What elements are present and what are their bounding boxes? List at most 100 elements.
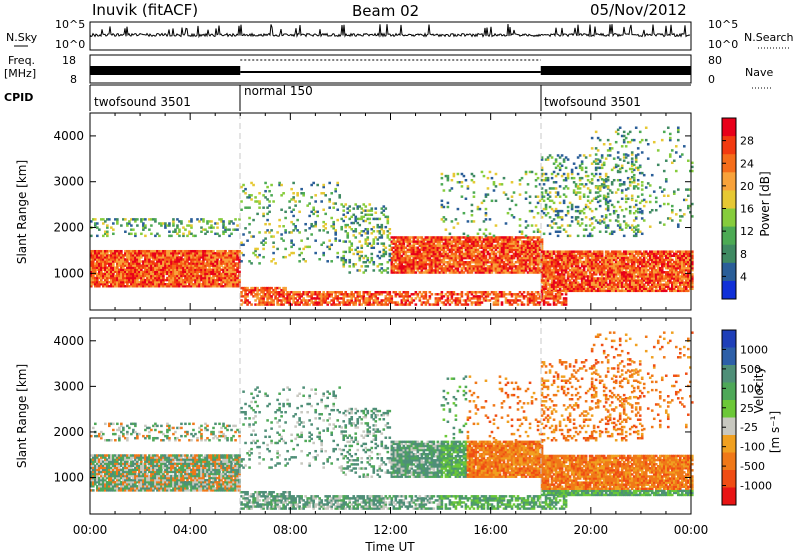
heatmap-cell <box>467 303 470 305</box>
heatmap-cell <box>358 291 361 293</box>
heatmap-cell <box>561 293 564 295</box>
heatmap-cell <box>501 301 504 303</box>
heatmap-cell <box>108 218 111 220</box>
heatmap-cell <box>240 200 243 202</box>
heatmap-cell <box>144 235 147 237</box>
heatmap-cell <box>130 224 133 226</box>
heatmap-cell <box>178 235 181 237</box>
heatmap-cell <box>256 248 259 250</box>
heatmap-cell <box>242 184 245 186</box>
heatmap-cell <box>150 224 153 226</box>
heatmap-cell <box>148 228 151 230</box>
heatmap-cell <box>282 192 285 194</box>
nsearch-tick-bottom: 10^0 <box>708 38 738 51</box>
heatmap-cell <box>282 239 285 241</box>
heatmap-cell <box>236 224 239 226</box>
heatmap-cell <box>461 291 464 293</box>
heatmap-cell <box>248 206 251 208</box>
heatmap-cell <box>242 233 245 235</box>
freq-tick-bottom: 8 <box>70 73 77 86</box>
heatmap-cell <box>116 218 119 220</box>
heatmap-cell <box>154 218 157 220</box>
heatmap-cell <box>244 192 247 194</box>
heatmap-cell <box>216 222 219 224</box>
heatmap-cell <box>112 222 115 224</box>
freq-band <box>90 66 240 75</box>
heatmap-cell <box>120 224 123 226</box>
cpid-segment-3: twofsound 3501 <box>544 95 641 109</box>
heatmap-cell <box>194 235 197 237</box>
heatmap-cell <box>388 291 391 293</box>
heatmap-cell <box>248 223 251 225</box>
heatmap-cell <box>244 188 247 190</box>
heatmap-cell <box>268 211 271 213</box>
heatmap-cell <box>250 262 253 264</box>
heatmap-cell <box>130 233 133 235</box>
heatmap-cell <box>425 291 428 293</box>
heatmap-cell <box>272 252 275 254</box>
heatmap-cell <box>140 233 143 235</box>
heatmap-cell <box>168 231 171 233</box>
heatmap-cell <box>172 218 175 220</box>
heatmap-cell <box>124 218 127 220</box>
heatmap-cell <box>242 254 245 256</box>
heatmap-cell <box>268 190 271 192</box>
heatmap-cell <box>144 224 147 226</box>
heatmap-cell <box>262 248 265 250</box>
heatmap-cell <box>282 225 285 227</box>
nsky-tick-bottom: 10^0 <box>55 38 85 51</box>
heatmap-cell <box>258 200 261 202</box>
heatmap-cell <box>246 239 249 241</box>
heatmap-cell <box>212 226 215 228</box>
heatmap-cell <box>278 219 281 221</box>
heatmap-cell <box>210 220 213 222</box>
heatmap-cell <box>248 231 251 233</box>
nave-label: Nave <box>745 66 773 79</box>
heatmap-cell <box>106 231 109 233</box>
heatmap-cell <box>262 206 265 208</box>
heatmap-cell <box>112 233 115 235</box>
heatmap-cell <box>178 228 181 230</box>
heatmap-cell <box>132 228 135 230</box>
heatmap-cell <box>258 206 261 208</box>
nsky-label: N.Sky <box>6 31 38 44</box>
heatmap-cell <box>144 218 147 220</box>
heatmap-cell <box>228 228 231 230</box>
heatmap-cell <box>276 231 279 233</box>
heatmap-cell <box>96 235 99 237</box>
cpid-segment-1: twofsound 3501 <box>94 95 191 109</box>
heatmap-cell <box>180 220 183 222</box>
heatmap-cell <box>441 291 444 293</box>
heatmap-cell <box>232 222 235 224</box>
heatmap-cell <box>252 219 255 221</box>
heatmap-cell <box>264 242 267 244</box>
heatmap-cell <box>134 233 137 235</box>
heatmap-cell <box>270 229 273 231</box>
heatmap-cell <box>517 303 520 305</box>
heatmap-cell <box>250 198 253 200</box>
power-heatmap <box>90 127 694 306</box>
nsky-tick-top: 10^5 <box>55 18 85 31</box>
heatmap-cell <box>234 218 237 220</box>
heatmap-cell <box>272 242 275 244</box>
heatmap-cell <box>272 235 275 237</box>
heatmap-cell <box>150 233 153 235</box>
heatmap-cell <box>272 200 275 202</box>
heatmap-cell <box>216 226 219 228</box>
heatmap-cell <box>280 184 283 186</box>
heatmap-cell <box>276 248 279 250</box>
heatmap-cell <box>565 297 568 299</box>
heatmap-cell <box>280 233 283 235</box>
heatmap-cell <box>262 256 265 258</box>
heatmap-cell <box>258 254 261 256</box>
heatmap-cell <box>252 235 255 237</box>
heatmap-cell <box>124 231 127 233</box>
heatmap-cell <box>190 218 193 220</box>
heatmap-cell <box>248 217 251 219</box>
heatmap-cell <box>252 184 255 186</box>
date-title: 05/Nov/2012 <box>590 1 687 19</box>
nsky-panel: N.Sky 10^5 10^0 10^5 10^0 N.Search <box>6 18 794 51</box>
freq-tick-top: 18 <box>62 54 76 67</box>
heatmap-cell <box>168 222 171 224</box>
